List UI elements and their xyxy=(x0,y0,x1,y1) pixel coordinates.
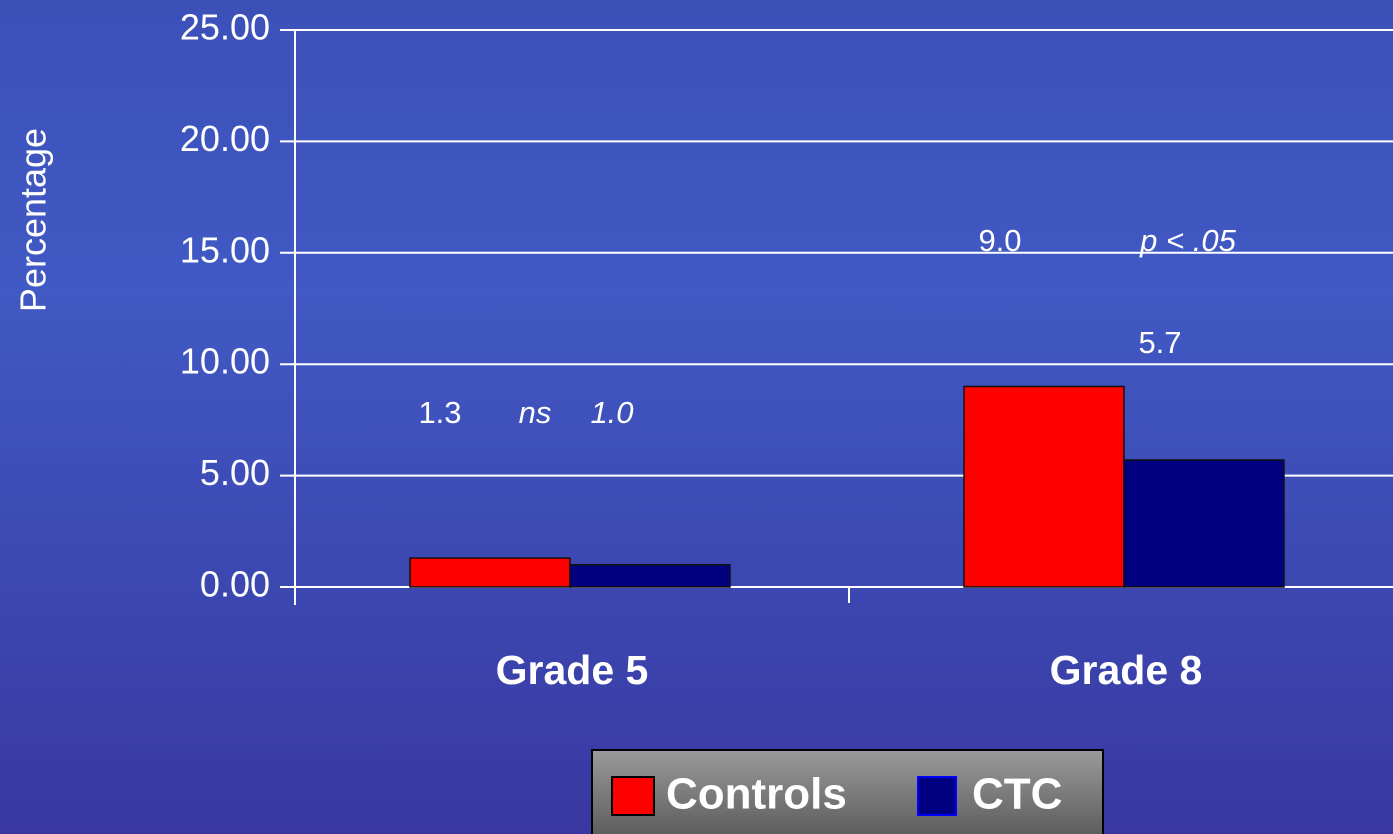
legend-label: CTC xyxy=(972,770,1062,819)
data-label: 9.0 xyxy=(978,223,1021,258)
annotation: p < .05 xyxy=(1139,223,1236,258)
y-tick-label: 25.00 xyxy=(180,7,270,48)
bar xyxy=(409,557,571,588)
legend-swatch xyxy=(917,776,957,816)
bar xyxy=(569,563,731,588)
legend-box xyxy=(591,749,1104,834)
x-tick-label: Grade 8 xyxy=(1050,647,1203,693)
y-tick-label: 5.00 xyxy=(200,452,270,493)
data-label: 1.3 xyxy=(418,395,461,430)
data-label: 1.0 xyxy=(590,395,633,430)
x-tick-label: Grade 5 xyxy=(496,647,649,693)
y-axis-label: Percentage xyxy=(13,128,54,312)
y-tick-label: 0.00 xyxy=(200,564,270,605)
y-tick-label: 15.00 xyxy=(180,229,270,270)
data-label: 5.7 xyxy=(1138,325,1181,360)
legend-swatch xyxy=(611,776,655,816)
annotation: ns xyxy=(519,395,552,430)
legend-label: Controls xyxy=(666,770,847,819)
y-tick-label: 10.00 xyxy=(180,341,270,382)
bar xyxy=(1123,459,1285,588)
bar xyxy=(963,385,1125,588)
y-tick-label: 20.00 xyxy=(180,118,270,159)
